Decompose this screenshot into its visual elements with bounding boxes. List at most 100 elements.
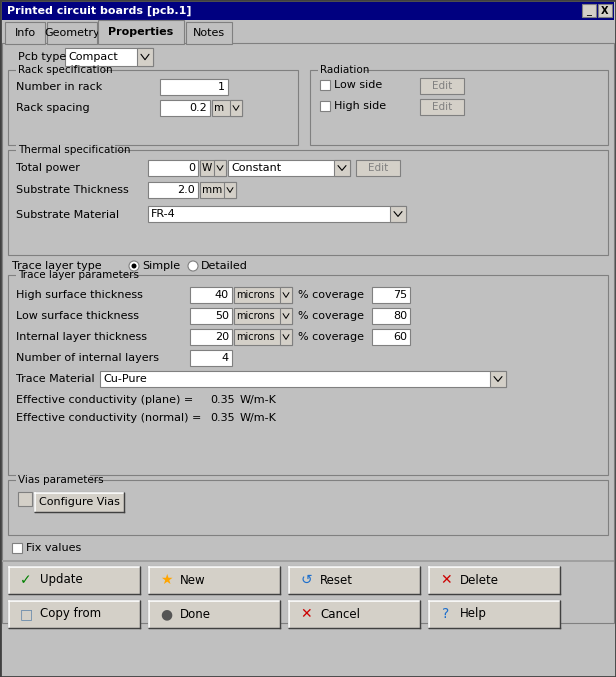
Bar [230, 100, 242, 116]
Text: Cu-Pure: Cu-Pure [103, 374, 147, 384]
Bar [190, 350, 232, 366]
Text: 1: 1 [218, 82, 225, 92]
Circle shape [188, 261, 198, 271]
Text: 40: 40 [215, 290, 229, 300]
Text: X: X [601, 5, 609, 16]
Bar [190, 308, 232, 324]
Bar [318, 65, 365, 75]
Bar [2, 560, 614, 562]
Bar [228, 160, 350, 176]
Text: Radiation: Radiation [320, 65, 370, 75]
Bar [16, 65, 103, 75]
Text: 50: 50 [215, 311, 229, 321]
Bar [334, 160, 350, 176]
Text: % coverage: % coverage [298, 332, 364, 342]
Text: Low surface thickness: Low surface thickness [16, 311, 139, 321]
Text: % coverage: % coverage [298, 311, 364, 321]
Text: ↺: ↺ [300, 573, 312, 587]
Text: Trace layer parameters: Trace layer parameters [18, 270, 139, 280]
Text: _: _ [586, 5, 591, 16]
Text: mm: mm [202, 185, 222, 195]
Text: Info: Info [14, 28, 36, 38]
Text: Reset: Reset [320, 573, 353, 586]
Bar [65, 48, 153, 66]
Bar [234, 308, 292, 324]
Text: % coverage: % coverage [298, 290, 364, 300]
Bar [16, 270, 121, 280]
Text: microns: microns [236, 332, 275, 342]
Text: Delete: Delete [460, 573, 499, 586]
Text: W/m-K: W/m-K [240, 395, 277, 405]
Text: microns: microns [236, 290, 275, 300]
Bar [310, 70, 608, 145]
Bar [148, 206, 406, 222]
Text: Printed circuit boards [pcb.1]: Printed circuit boards [pcb.1] [7, 6, 192, 16]
Bar [320, 80, 330, 90]
Text: 75: 75 [393, 290, 407, 300]
Bar [190, 287, 232, 303]
Text: Configure Vias: Configure Vias [39, 497, 120, 507]
Bar [148, 566, 280, 594]
Text: 2.0: 2.0 [177, 185, 195, 195]
Text: Substrate Thickness: Substrate Thickness [16, 185, 129, 195]
Bar [98, 20, 184, 44]
Bar [16, 145, 116, 155]
Bar [8, 275, 608, 475]
Bar [420, 99, 464, 115]
Text: Total power: Total power [16, 163, 80, 173]
Text: Thermal specification: Thermal specification [18, 145, 131, 155]
Bar [148, 182, 198, 198]
Bar [160, 79, 228, 95]
Text: Number in rack: Number in rack [16, 82, 102, 92]
Text: ★: ★ [160, 573, 172, 587]
Bar [214, 160, 226, 176]
Text: Done: Done [180, 607, 211, 621]
Text: 20: 20 [215, 332, 229, 342]
Text: Internal layer thickness: Internal layer thickness [16, 332, 147, 342]
Bar [212, 100, 242, 116]
Text: □: □ [20, 607, 33, 621]
Bar [356, 160, 400, 176]
Text: Notes: Notes [193, 28, 225, 38]
Text: 0.35: 0.35 [210, 395, 235, 405]
Bar [280, 287, 292, 303]
Bar [47, 22, 97, 44]
Bar [2, 43, 614, 44]
Text: 0.35: 0.35 [210, 413, 235, 423]
Bar [137, 48, 153, 66]
Bar [148, 160, 198, 176]
Text: Properties: Properties [108, 27, 174, 37]
Text: Number of internal layers: Number of internal layers [16, 353, 159, 363]
Text: ✕: ✕ [440, 573, 452, 587]
Text: Geometry: Geometry [44, 28, 100, 38]
Bar [428, 566, 560, 594]
Bar [224, 182, 236, 198]
Text: 0: 0 [188, 163, 195, 173]
Circle shape [129, 261, 139, 271]
Text: Constant: Constant [231, 163, 281, 173]
Text: High surface thickness: High surface thickness [16, 290, 143, 300]
Text: ✓: ✓ [20, 573, 32, 587]
Bar [372, 287, 410, 303]
Bar [288, 600, 420, 628]
Bar [2, 630, 614, 675]
Text: Vias parameters: Vias parameters [18, 475, 103, 485]
Bar [190, 329, 232, 345]
Bar [428, 600, 560, 628]
Bar [16, 475, 89, 485]
Bar [234, 329, 292, 345]
Bar [390, 206, 406, 222]
Bar [5, 22, 45, 44]
Bar [582, 4, 596, 17]
Text: Edit: Edit [432, 102, 452, 112]
Text: Copy from: Copy from [40, 607, 101, 621]
Text: W: W [202, 163, 213, 173]
Bar [372, 329, 410, 345]
Text: Update: Update [40, 573, 83, 586]
Bar [8, 150, 608, 255]
Text: 0.2: 0.2 [189, 103, 207, 113]
Text: Effective conductivity (normal) =: Effective conductivity (normal) = [16, 413, 201, 423]
Text: Edit: Edit [368, 163, 388, 173]
Text: Effective conductivity (plane) =: Effective conductivity (plane) = [16, 395, 193, 405]
Text: High side: High side [334, 101, 386, 111]
